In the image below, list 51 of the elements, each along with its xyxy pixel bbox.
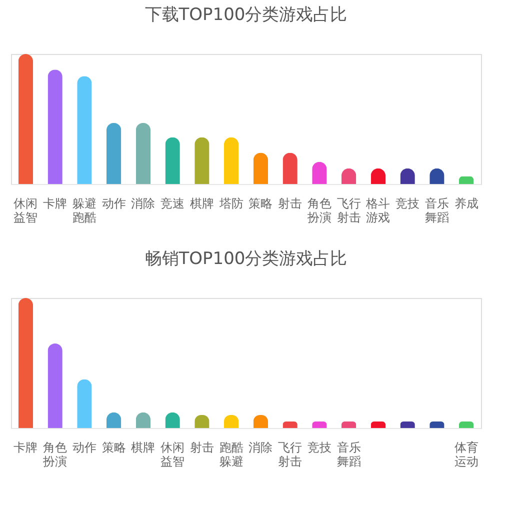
x-tick-label: 消除 [131,196,156,210]
bar [312,422,327,428]
x-tick-label: 动作 [72,440,96,454]
x-tick-label: 飞行射击 [278,440,302,468]
bar [136,122,151,184]
x-tick-label: 角色扮演 [306,196,332,224]
bar [430,422,444,428]
x-tick-label: 竞技 [396,196,420,210]
x-tick-label: 策略 [248,196,273,210]
x-tick-label: 棋牌 [131,440,156,454]
bar [77,379,92,428]
x-tick-label: 策略 [102,440,126,454]
x-tick-label: 体育运动 [454,440,478,468]
x-tick-label: 飞行射击 [336,196,361,224]
bar [48,70,62,184]
bar [370,422,386,428]
x-tick-label: 休闲益智 [14,196,38,224]
x-tick-label: 消除 [248,440,273,454]
x-tick-label: 音乐舞蹈 [336,440,361,468]
bar [282,152,298,184]
bar [165,137,180,184]
x-tick-label: 格斗游戏 [365,196,390,224]
chart-title: 下载TOP100分类游戏占比 [144,5,348,25]
x-tick-label: 休闲益智 [160,440,185,468]
x-tick-label: 竞速 [160,196,185,210]
x-tick-label: 跑酷躲避 [219,440,244,468]
x-tick-label: 卡牌 [43,196,68,210]
x-tick-label: 卡牌 [14,440,38,454]
bar [106,122,122,184]
x-tick-label: 棋牌 [190,196,214,210]
bar [18,298,34,428]
x-tick-label: 音乐舞蹈 [424,196,449,224]
bar [48,344,62,428]
x-tick-label: 动作 [102,196,126,210]
x-tick-label: 角色扮演 [42,440,68,468]
bar [253,152,268,184]
x-tick-label: 射击 [278,196,302,210]
bar [400,422,415,428]
x-tick-label: 躲避跑酷 [72,196,96,224]
x-tick-label: 养成 [454,196,478,210]
x-tick-label: 塔防 [218,196,244,210]
bar [18,54,34,184]
bar [224,137,239,184]
bar [341,422,356,428]
x-tick-label: 射击 [190,440,214,454]
bar [282,422,298,428]
chart-title: 畅销TOP100分类游戏占比 [144,249,348,269]
bar [77,76,92,184]
bar [194,137,210,184]
bar [458,422,474,428]
x-tick-label: 竞技 [307,440,332,454]
